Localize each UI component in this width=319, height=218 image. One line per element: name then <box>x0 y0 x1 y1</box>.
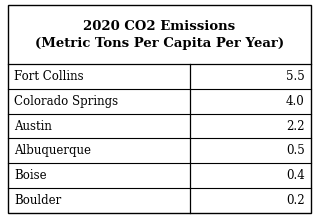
Text: 0.4: 0.4 <box>286 169 305 182</box>
Text: Austin: Austin <box>14 120 52 133</box>
Text: (Metric Tons Per Capita Per Year): (Metric Tons Per Capita Per Year) <box>35 37 284 50</box>
Text: 2.2: 2.2 <box>286 120 305 133</box>
Text: Albuquerque: Albuquerque <box>14 144 91 157</box>
Text: Boise: Boise <box>14 169 47 182</box>
Text: Colorado Springs: Colorado Springs <box>14 95 118 108</box>
Text: 5.5: 5.5 <box>286 70 305 83</box>
Text: 2020 CO2 Emissions: 2020 CO2 Emissions <box>84 20 235 33</box>
Text: Boulder: Boulder <box>14 194 62 207</box>
Text: 4.0: 4.0 <box>286 95 305 108</box>
Text: 0.5: 0.5 <box>286 144 305 157</box>
Text: 0.2: 0.2 <box>286 194 305 207</box>
Text: Fort Collins: Fort Collins <box>14 70 84 83</box>
